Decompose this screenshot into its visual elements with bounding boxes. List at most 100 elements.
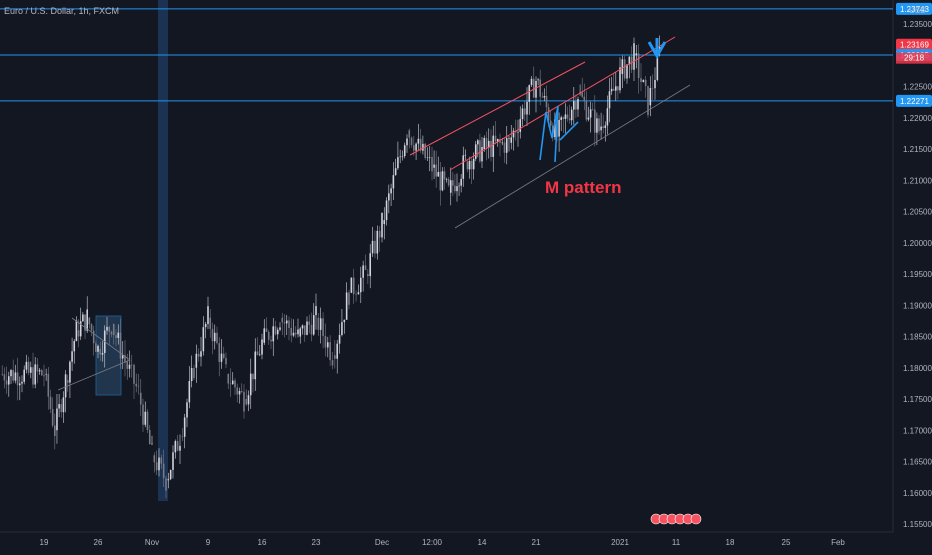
candle-body	[477, 140, 479, 145]
candle-body	[458, 185, 460, 187]
candle-body	[329, 342, 331, 361]
candle-body	[374, 240, 376, 254]
countdown-text: 29:18	[904, 54, 925, 63]
candle-body	[439, 171, 442, 191]
y-tick-label: 1.16500	[903, 458, 932, 467]
y-tick-label: 1.23500	[903, 20, 932, 29]
x-tick-label: 2021	[611, 538, 629, 547]
candle-body	[647, 86, 649, 116]
y-tick-label: 1.22500	[903, 83, 932, 92]
candle-body	[530, 78, 533, 86]
candle-body	[151, 443, 153, 445]
channel-lower-line[interactable]	[454, 84, 691, 229]
candle-body	[261, 339, 263, 355]
candle-body	[108, 326, 111, 332]
candle-body	[167, 479, 170, 481]
candle-body	[487, 140, 490, 148]
candle-body	[326, 342, 329, 348]
candle-body	[397, 157, 399, 169]
economic-event-marker[interactable]	[690, 513, 702, 525]
candle-body	[348, 292, 350, 305]
candle-body	[195, 353, 198, 368]
candle-body	[378, 230, 381, 238]
candle-body	[623, 59, 626, 79]
candle-body	[503, 142, 506, 153]
candle-body	[77, 330, 80, 337]
candle-body	[209, 317, 212, 329]
candle-body	[394, 168, 397, 176]
candle-body	[133, 364, 135, 384]
candle-body	[519, 119, 522, 132]
m-pattern-drawing[interactable]	[539, 105, 559, 163]
candle-body	[190, 368, 193, 381]
candle-body	[207, 306, 209, 324]
candle-body	[234, 380, 236, 388]
channel-upper-line[interactable]	[409, 61, 586, 156]
candle-body	[577, 99, 579, 110]
candle-body	[227, 374, 230, 384]
candle-body	[90, 324, 93, 331]
candle-body	[656, 53, 659, 80]
candle-body	[566, 114, 569, 119]
triangle-pattern[interactable]	[57, 317, 131, 391]
candle-body	[3, 374, 6, 381]
y-tick-label: 1.17500	[903, 395, 932, 404]
candle-body	[517, 131, 519, 133]
candle-body	[385, 200, 388, 221]
candle-body	[640, 78, 642, 83]
candle-body	[371, 240, 374, 254]
candle-body	[426, 157, 429, 159]
candle-body	[472, 158, 475, 170]
candle-body	[186, 402, 188, 418]
m-pattern-annotation[interactable]: M pattern	[545, 178, 622, 197]
candle-body	[19, 383, 21, 386]
candle-body	[654, 79, 656, 89]
candle-body	[369, 253, 372, 277]
y-tick-label: 1.18000	[903, 364, 932, 373]
down-arrow-icon[interactable]	[647, 38, 667, 60]
y-tick-label: 1.16000	[903, 489, 932, 498]
candle-body	[49, 396, 52, 409]
candle-body	[445, 179, 448, 180]
candle-body	[437, 171, 440, 177]
candle-body	[474, 144, 477, 159]
candle-body	[406, 138, 408, 146]
candle-body	[106, 326, 108, 331]
candle-body	[526, 101, 528, 115]
candle-body	[621, 59, 624, 74]
candle-body	[573, 101, 575, 110]
candle-body	[560, 117, 562, 120]
candle-body	[75, 320, 78, 342]
candle-body	[43, 375, 45, 377]
candle-body	[301, 325, 304, 329]
candle-body	[71, 351, 73, 362]
currency-label: USD	[909, 6, 926, 15]
candle-body	[381, 212, 383, 238]
candle-body	[172, 452, 174, 470]
candle-body	[545, 96, 548, 108]
y-tick-label: 1.20000	[903, 239, 932, 248]
candle-body	[218, 343, 221, 362]
candle-body	[410, 137, 413, 146]
candle-body	[479, 140, 481, 162]
candle-body	[162, 463, 165, 479]
candle-body	[222, 353, 225, 358]
candle-body	[456, 186, 458, 192]
channel-mid-line[interactable]	[449, 36, 676, 171]
m-pattern-arrow[interactable]	[559, 121, 579, 141]
candle-body	[596, 118, 598, 133]
x-tick-label: 19	[40, 538, 49, 547]
candle-body	[188, 380, 191, 403]
candle-body	[110, 331, 113, 335]
candle-body	[176, 441, 179, 451]
y-tick-label: 1.18500	[903, 333, 932, 342]
highlight-band[interactable]	[158, 0, 168, 501]
y-tick-label: 1.17000	[903, 426, 932, 435]
candle-body	[297, 329, 299, 335]
candle-body	[591, 109, 594, 110]
candle-body	[126, 361, 129, 369]
candle-body	[181, 436, 184, 438]
candle-body	[435, 164, 437, 177]
